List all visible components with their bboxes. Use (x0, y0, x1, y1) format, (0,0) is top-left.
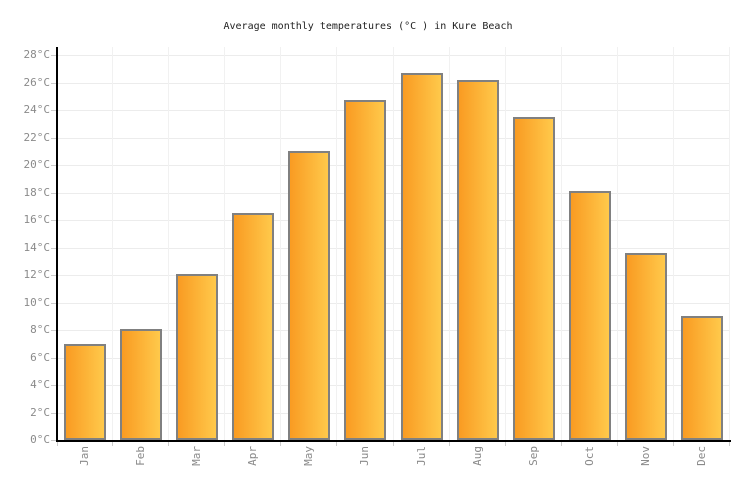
y-axis-tick (51, 247, 56, 249)
bar-nov (624, 253, 667, 440)
y-axis-label: 16°C (23, 213, 51, 226)
y-axis-tick (51, 82, 56, 84)
y-axis-label: 22°C (23, 130, 51, 144)
y-axis-label: 12°C (23, 268, 51, 281)
y-axis-tick (51, 385, 56, 386)
y-axis-tick (51, 137, 56, 139)
x-gridline (448, 47, 450, 440)
y-axis-tick (51, 55, 56, 56)
y-axis-label: 14°C (23, 240, 51, 254)
y-axis-label: 4°C (30, 378, 50, 391)
bar-aug (456, 80, 499, 440)
y-gridline (57, 220, 730, 221)
x-axis-tick (57, 442, 58, 446)
bar-dec (680, 316, 723, 440)
y-axis-tick (51, 412, 56, 414)
y-axis-label: 10°C (23, 295, 51, 309)
y-axis-tick (51, 440, 56, 441)
x-gridline (504, 47, 506, 440)
y-axis-label: 20°C (23, 158, 51, 171)
y-gridline (57, 357, 730, 359)
y-axis-label: 0°C (30, 433, 50, 446)
y-gridline (57, 275, 730, 276)
y-axis-tick (51, 275, 56, 276)
y-axis-tick (51, 165, 56, 166)
x-gridline (112, 47, 114, 440)
x-axis-label-nov: Nov (638, 446, 652, 466)
x-axis-tick (616, 442, 618, 446)
y-axis-label: 28°C (23, 48, 51, 61)
y-axis-tick (51, 110, 56, 111)
y-gridline (57, 55, 730, 56)
y-axis-line (56, 47, 58, 442)
y-axis-tick (51, 220, 56, 221)
x-gridline (168, 47, 170, 440)
y-axis-tick (51, 302, 56, 304)
x-axis-line (56, 440, 731, 442)
x-axis-label-dec: Dec (694, 446, 708, 466)
x-gridline (280, 47, 282, 440)
x-axis-label-feb: Feb (134, 446, 148, 466)
chart-title: Average monthly temperatures (°C ) in Ku… (223, 21, 513, 32)
x-axis-tick (392, 442, 394, 446)
bar-jun (344, 100, 387, 440)
x-axis-label-may: May (302, 446, 316, 466)
bar-oct (568, 191, 611, 440)
y-gridline (57, 165, 730, 166)
y-axis-tick (51, 357, 56, 359)
x-axis-tick (504, 442, 506, 446)
y-axis-label: 26°C (23, 75, 51, 89)
y-gridline (57, 192, 730, 194)
x-axis-label-aug: Aug (470, 446, 484, 466)
x-axis-label-sep: Sep (526, 446, 540, 466)
x-gridline (729, 47, 730, 440)
y-axis-tick (51, 192, 56, 194)
y-gridline (57, 82, 730, 84)
bar-jan (64, 344, 107, 440)
y-axis-label: 2°C (30, 405, 50, 419)
bar-feb (120, 329, 163, 440)
y-axis-label: 18°C (23, 185, 51, 199)
x-gridline (616, 47, 618, 440)
bar-apr (232, 213, 275, 440)
y-axis-label: 8°C (30, 323, 50, 336)
bar-jul (400, 73, 443, 440)
x-gridline (392, 47, 394, 440)
x-axis-tick (729, 442, 730, 446)
x-gridline (560, 47, 562, 440)
y-axis-tick (51, 330, 56, 331)
x-axis-tick (448, 442, 450, 446)
plot-area (57, 47, 730, 440)
y-gridline (57, 302, 730, 304)
x-axis-tick (112, 442, 114, 446)
bar-mar (176, 274, 219, 440)
y-axis-label: 6°C (30, 350, 50, 364)
y-gridline (57, 110, 730, 111)
bar-sep (512, 117, 555, 440)
x-axis-tick (336, 442, 338, 446)
x-axis-label-mar: Mar (190, 446, 204, 466)
y-gridline (57, 412, 730, 414)
x-axis-tick (168, 442, 170, 446)
y-gridline (57, 247, 730, 249)
y-gridline (57, 137, 730, 139)
x-axis-label-oct: Oct (582, 446, 596, 466)
x-axis-label-jan: Jan (78, 446, 92, 466)
y-gridline (57, 330, 730, 331)
y-axis-label: 24°C (23, 103, 51, 116)
x-axis-tick (560, 442, 562, 446)
x-gridline (672, 47, 674, 440)
x-axis-tick (280, 442, 282, 446)
x-gridline (224, 47, 226, 440)
x-axis-label-apr: Apr (246, 446, 260, 466)
x-axis-label-jul: Jul (414, 446, 428, 466)
x-gridline (336, 47, 338, 440)
x-axis-tick (224, 442, 226, 446)
y-gridline (57, 385, 730, 386)
x-axis-label-jun: Jun (358, 446, 372, 466)
x-axis-tick (672, 442, 674, 446)
bar-may (288, 151, 331, 440)
